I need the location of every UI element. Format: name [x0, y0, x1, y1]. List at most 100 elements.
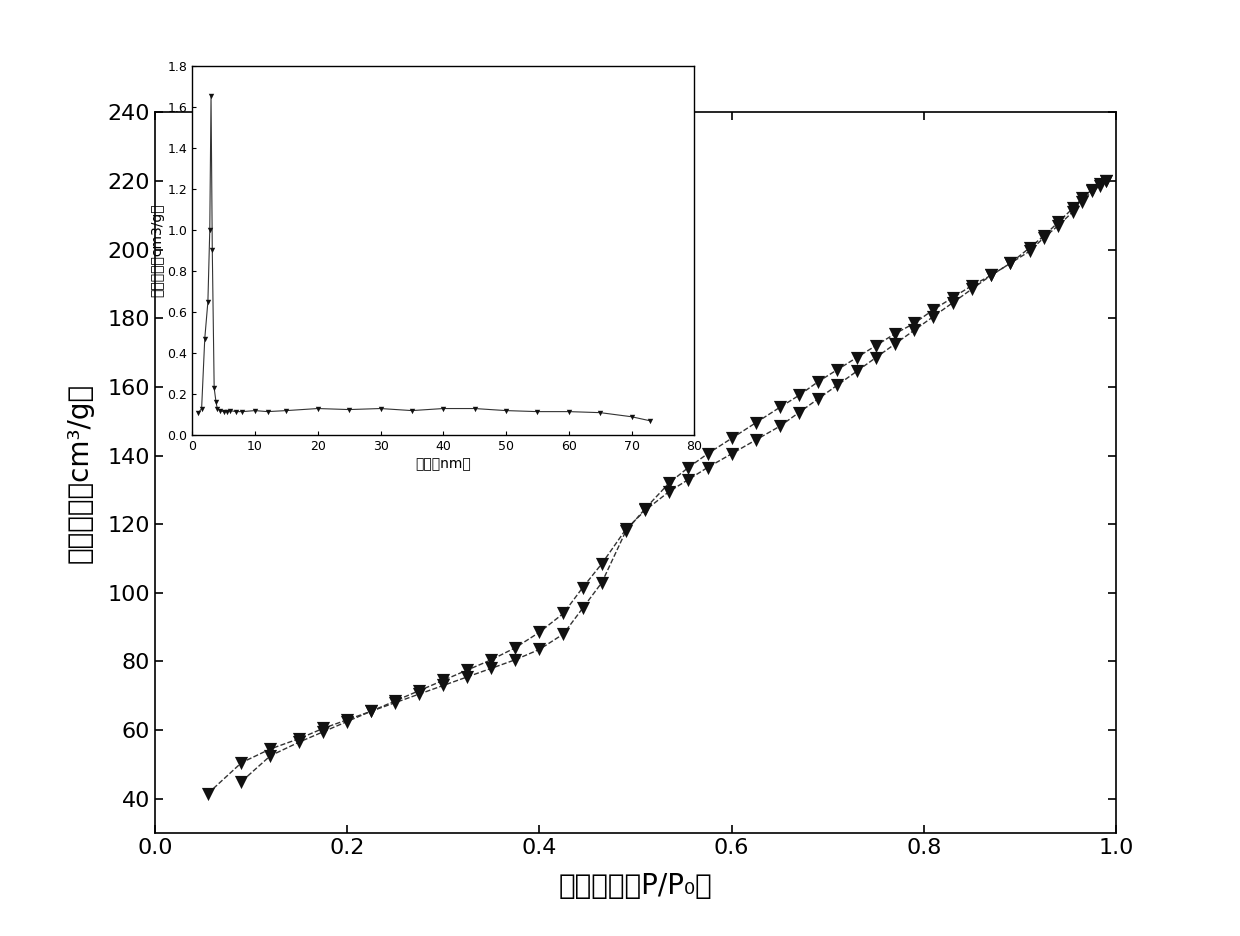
- Point: [277, 403, 296, 418]
- Point: [205, 381, 224, 396]
- Point: [217, 404, 237, 419]
- Point: [233, 404, 253, 419]
- Point: [337, 714, 357, 729]
- Point: [1090, 177, 1110, 192]
- Point: [481, 661, 501, 676]
- Point: [361, 704, 381, 719]
- Point: [885, 336, 905, 351]
- Point: [722, 431, 742, 446]
- Point: [924, 309, 944, 324]
- Point: [409, 687, 429, 702]
- Point: [591, 575, 611, 590]
- Point: [904, 315, 924, 330]
- Y-axis label: 吸收体积（cm3/g）: 吸收体积（cm3/g）: [150, 203, 165, 298]
- Point: [506, 652, 526, 667]
- Point: [621, 409, 641, 424]
- Point: [698, 446, 718, 461]
- Point: [904, 323, 924, 338]
- Point: [591, 556, 611, 571]
- Point: [660, 475, 680, 490]
- Point: [213, 404, 233, 419]
- Point: [722, 446, 742, 461]
- Point: [434, 401, 454, 416]
- Point: [827, 377, 847, 393]
- Point: [1034, 228, 1054, 243]
- Point: [962, 282, 982, 297]
- Point: [1073, 191, 1092, 206]
- Point: [1063, 204, 1083, 219]
- Point: [340, 402, 360, 417]
- Point: [529, 642, 549, 657]
- Point: [198, 294, 218, 309]
- Point: [337, 712, 357, 727]
- Point: [481, 652, 501, 667]
- Point: [553, 626, 573, 641]
- Point: [458, 669, 477, 684]
- Point: [981, 268, 1001, 283]
- Point: [1096, 173, 1116, 188]
- Point: [745, 432, 765, 447]
- Point: [847, 350, 867, 365]
- Point: [1083, 183, 1102, 198]
- Point: [371, 401, 391, 416]
- Point: [1063, 201, 1083, 216]
- Point: [386, 695, 405, 710]
- Point: [289, 735, 309, 750]
- Point: [314, 721, 334, 736]
- Point: [866, 338, 885, 353]
- Point: [590, 405, 610, 420]
- Point: [361, 704, 381, 719]
- Point: [1001, 256, 1021, 271]
- Point: [226, 404, 246, 419]
- Point: [201, 89, 221, 104]
- Point: [529, 625, 549, 640]
- Point: [402, 403, 422, 418]
- Point: [616, 521, 636, 536]
- Point: [232, 755, 252, 770]
- Point: [258, 404, 278, 419]
- Point: [678, 472, 698, 487]
- Point: [745, 416, 765, 431]
- Point: [808, 391, 828, 406]
- Point: [1034, 230, 1054, 245]
- Point: [698, 460, 718, 475]
- Point: [635, 503, 655, 518]
- Point: [260, 749, 280, 764]
- Point: [192, 401, 212, 416]
- Point: [635, 502, 655, 517]
- Point: [1019, 243, 1039, 258]
- Point: [981, 268, 1001, 283]
- Point: [660, 484, 680, 499]
- Point: [314, 724, 334, 739]
- Point: [496, 403, 516, 418]
- Point: [246, 403, 265, 418]
- Point: [1019, 241, 1039, 256]
- X-axis label: 相对压力（P/P₀）: 相对压力（P/P₀）: [559, 871, 712, 899]
- Point: [465, 401, 485, 416]
- Point: [553, 606, 573, 621]
- Point: [770, 400, 790, 415]
- Point: [1073, 194, 1092, 209]
- Point: [573, 601, 593, 616]
- Point: [386, 694, 405, 709]
- Point: [434, 678, 454, 693]
- Point: [885, 326, 905, 341]
- Point: [1001, 256, 1021, 271]
- Point: [808, 374, 828, 389]
- Point: [198, 786, 218, 801]
- Point: [678, 460, 698, 475]
- Point: [219, 403, 239, 418]
- Y-axis label: 吸收体积（cm³/g）: 吸收体积（cm³/g）: [66, 383, 94, 563]
- Point: [847, 364, 867, 379]
- Point: [962, 278, 982, 293]
- Point: [641, 414, 661, 429]
- Point: [200, 223, 219, 238]
- Point: [232, 774, 252, 789]
- Point: [202, 242, 222, 257]
- Point: [573, 580, 593, 595]
- Point: [616, 523, 636, 538]
- Point: [458, 663, 477, 678]
- Point: [1096, 173, 1116, 188]
- Point: [789, 388, 808, 402]
- Point: [942, 290, 962, 305]
